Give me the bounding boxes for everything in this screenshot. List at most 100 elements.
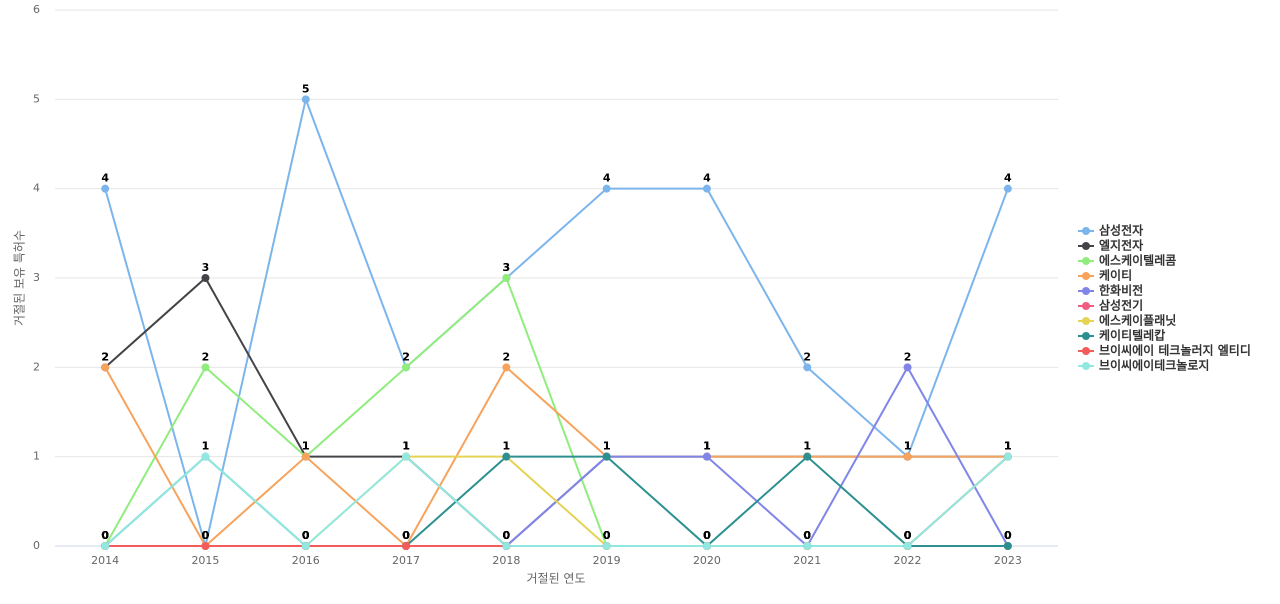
legend-label: 케이티 xyxy=(1099,268,1132,283)
data-point xyxy=(201,542,210,550)
data-label: 0 xyxy=(1004,529,1012,542)
data-label: 0 xyxy=(703,529,711,542)
data-label: 0 xyxy=(904,529,912,542)
data-label: 1 xyxy=(803,440,811,453)
data-label: 0 xyxy=(101,529,109,542)
data-point xyxy=(502,452,511,461)
data-point xyxy=(702,542,711,550)
data-label: 2 xyxy=(402,350,410,363)
x-axis-title: 거절된 연도 xyxy=(526,572,585,586)
data-label: 0 xyxy=(503,529,511,542)
data-label: 1 xyxy=(803,440,811,453)
legend-marker xyxy=(1082,242,1090,250)
data-label: 2 xyxy=(101,350,109,363)
data-label: 1 xyxy=(603,440,611,453)
legend-label: 브이씨에이테크놀로지 xyxy=(1099,358,1209,373)
data-label: 0 xyxy=(302,529,310,542)
data-label: 0 xyxy=(803,529,811,542)
data-label: 0 xyxy=(202,529,210,542)
data-label: 0 xyxy=(101,529,109,542)
data-point xyxy=(602,542,611,550)
x-tick-label: 2017 xyxy=(392,554,420,567)
legend-label: 엘지전자 xyxy=(1099,238,1143,253)
data-label: 0 xyxy=(703,529,711,542)
data-label: 1 xyxy=(904,440,912,453)
data-label: 3 xyxy=(503,261,511,274)
data-label: 0 xyxy=(703,529,711,542)
data-label: 0 xyxy=(302,529,310,542)
legend-marker xyxy=(1082,362,1090,370)
data-label: 1 xyxy=(1004,440,1012,453)
series-line xyxy=(104,95,1009,547)
data-label: 1 xyxy=(503,440,511,453)
data-point xyxy=(1003,184,1012,193)
data-label: 0 xyxy=(603,529,611,542)
data-label: 0 xyxy=(101,529,109,542)
legend-marker xyxy=(1082,317,1090,325)
data-label: 0 xyxy=(402,529,410,542)
data-label: 0 xyxy=(402,529,410,542)
legend-label: 삼성전자 xyxy=(1099,223,1143,238)
data-label: 0 xyxy=(202,529,210,542)
data-label: 0 xyxy=(803,529,811,542)
data-label: 0 xyxy=(402,529,410,542)
data-label: 2 xyxy=(202,350,210,363)
data-point xyxy=(602,452,611,461)
data-label: 0 xyxy=(703,529,711,542)
data-point xyxy=(903,542,912,550)
data-point xyxy=(301,95,310,104)
legend-marker xyxy=(1082,227,1090,235)
legend-label: 케이티텔레캅 xyxy=(1099,328,1165,343)
data-label: 0 xyxy=(803,529,811,542)
data-label: 0 xyxy=(503,529,511,542)
data-point xyxy=(903,363,912,372)
data-label: 0 xyxy=(302,529,310,542)
data-label: 0 xyxy=(503,529,511,542)
data-label: 1 xyxy=(603,440,611,453)
data-label: 4 xyxy=(703,172,711,185)
data-label: 2 xyxy=(503,350,511,363)
data-label: 1 xyxy=(1004,440,1012,453)
legend-label: 브이씨에이 테크놀러지 엘티디 xyxy=(1099,343,1251,358)
data-label: 0 xyxy=(302,529,310,542)
legend-label: 한화비전 xyxy=(1099,283,1143,298)
data-label: 0 xyxy=(703,529,711,542)
data-point xyxy=(402,363,411,372)
data-label: 0 xyxy=(202,529,210,542)
data-point xyxy=(101,363,110,372)
data-label: 0 xyxy=(803,529,811,542)
data-label: 0 xyxy=(503,529,511,542)
data-label: 0 xyxy=(904,529,912,542)
y-tick-label: 5 xyxy=(33,92,40,105)
data-label: 2 xyxy=(803,350,811,363)
legend-label: 에스케이플래닛 xyxy=(1099,313,1176,328)
data-label: 0 xyxy=(904,529,912,542)
data-label: 0 xyxy=(603,529,611,542)
data-label: 1 xyxy=(703,440,711,453)
legend-label: 삼성전기 xyxy=(1099,298,1143,313)
data-label: 0 xyxy=(1004,529,1012,542)
data-label: 2 xyxy=(904,350,912,363)
legend-marker xyxy=(1082,302,1090,310)
data-label: 1 xyxy=(503,440,511,453)
data-point xyxy=(502,363,511,372)
data-point xyxy=(101,184,110,193)
data-label: 1 xyxy=(302,440,310,453)
data-label: 1 xyxy=(202,440,210,453)
legend-marker xyxy=(1082,332,1090,340)
data-point xyxy=(201,363,210,372)
data-label: 1 xyxy=(904,440,912,453)
data-label: 1 xyxy=(302,440,310,453)
data-point xyxy=(903,452,912,461)
data-label: 1 xyxy=(603,440,611,453)
y-tick-label: 3 xyxy=(33,271,40,284)
data-label: 1 xyxy=(904,440,912,453)
data-label: 0 xyxy=(803,529,811,542)
series-line xyxy=(104,455,1009,548)
data-point xyxy=(602,184,611,193)
x-tick-label: 2015 xyxy=(191,554,219,567)
data-label: 0 xyxy=(603,529,611,542)
data-label: 1 xyxy=(703,440,711,453)
data-label: 1 xyxy=(1004,440,1012,453)
